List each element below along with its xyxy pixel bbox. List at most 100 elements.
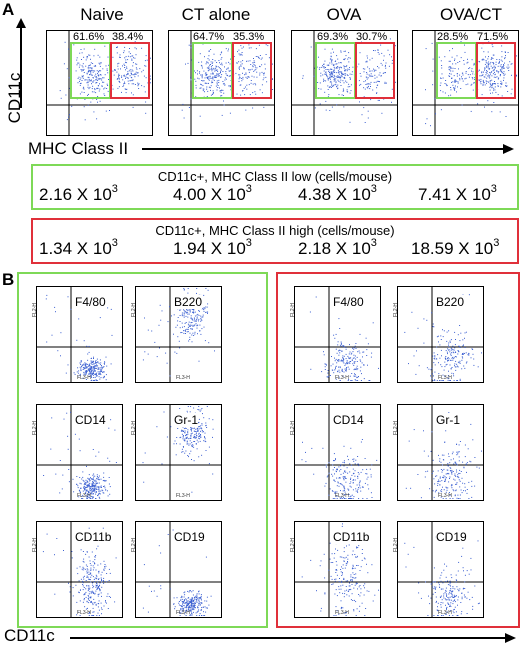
event-dot: [92, 366, 94, 368]
event-dot: [189, 605, 191, 607]
event-dot: [90, 487, 92, 489]
event-dot: [256, 67, 258, 69]
event-dot: [346, 367, 348, 368]
event-dot: [451, 484, 453, 486]
event-dot: [97, 74, 99, 76]
event-dot: [333, 615, 335, 616]
event-dot: [59, 460, 61, 461]
event-dot: [336, 66, 337, 68]
event-dot: [359, 333, 361, 335]
event-dot: [436, 475, 438, 477]
event-dot: [102, 480, 104, 482]
event-dot: [169, 306, 170, 308]
event-dot: [438, 479, 440, 481]
event-dot: [92, 582, 93, 584]
event-dot: [450, 380, 451, 381]
event-dot: [83, 86, 85, 88]
event-dot: [342, 357, 344, 359]
event-dot: [504, 73, 506, 75]
event-dot: [335, 569, 337, 571]
event-dot: [94, 601, 96, 603]
event-dot: [450, 70, 452, 72]
event-dot: [362, 498, 364, 499]
event-dot: [124, 88, 126, 90]
event-dot: [185, 607, 187, 609]
event-dot: [203, 310, 205, 312]
event-dot: [357, 380, 359, 381]
event-dot: [93, 377, 95, 378]
event-dot: [434, 379, 436, 381]
event-dot: [243, 46, 244, 48]
event-dot: [196, 324, 198, 326]
event-dot: [444, 478, 446, 480]
event-dot: [95, 365, 97, 367]
event-dot: [85, 493, 87, 495]
event-dot: [179, 347, 181, 349]
event-dot: [455, 595, 457, 597]
event-dot: [443, 593, 445, 595]
event-dot: [334, 492, 336, 494]
event-dot: [190, 433, 192, 435]
event-dot: [354, 373, 355, 375]
event-dot: [454, 79, 456, 81]
event-dot: [91, 482, 93, 484]
event-dot: [114, 69, 116, 71]
event-dot: [332, 64, 334, 66]
event-dot: [333, 80, 335, 82]
event-dot: [218, 79, 220, 81]
event-dot: [448, 473, 450, 475]
event-dot: [355, 601, 357, 603]
event-dot: [256, 76, 258, 78]
event-dot: [483, 76, 485, 78]
event-dot: [331, 473, 333, 475]
event-dot: [319, 103, 321, 105]
event-dot: [326, 75, 328, 77]
event-dot: [240, 53, 242, 55]
event-dot: [85, 483, 87, 485]
event-dot: [494, 86, 496, 88]
event-dot: [455, 579, 457, 581]
event-dot: [455, 360, 457, 362]
event-dot: [344, 470, 346, 472]
event-dot: [82, 369, 84, 370]
event-dot: [92, 561, 94, 563]
event-dot: [186, 434, 188, 436]
event-dot: [359, 605, 361, 607]
event-dot: [463, 352, 465, 354]
event-dot: [106, 83, 108, 85]
event-dot: [353, 610, 355, 612]
event-dot: [187, 310, 189, 311]
event-dot: [348, 83, 350, 85]
event-dot: [187, 326, 189, 328]
event-dot: [207, 77, 209, 79]
event-dot: [445, 486, 447, 488]
event-dot: [95, 569, 97, 571]
event-dot: [131, 58, 133, 60]
event-dot: [445, 364, 447, 366]
event-dot: [187, 432, 189, 434]
event-dot: [93, 480, 95, 482]
event-dot: [446, 473, 448, 475]
event-dot: [98, 372, 100, 374]
event-dot: [459, 340, 461, 342]
event-dot: [325, 482, 327, 484]
event-dot: [434, 483, 436, 485]
event-dot: [101, 608, 103, 610]
event-dot: [198, 436, 200, 437]
event-dot: [461, 354, 463, 355]
event-dot: [102, 492, 104, 494]
event-dot: [69, 591, 71, 593]
event-dot: [198, 409, 200, 411]
event-dot: [196, 593, 198, 595]
event-dot: [486, 77, 488, 79]
event-dot: [124, 65, 126, 66]
event-dot: [348, 357, 349, 359]
event-dot: [101, 579, 102, 581]
event-dot: [86, 82, 88, 84]
event-dot: [385, 64, 386, 66]
event-dot: [456, 454, 458, 456]
event-dot: [467, 354, 469, 356]
event-dot: [470, 84, 472, 86]
event-dot: [93, 483, 95, 485]
event-dot: [100, 374, 102, 376]
